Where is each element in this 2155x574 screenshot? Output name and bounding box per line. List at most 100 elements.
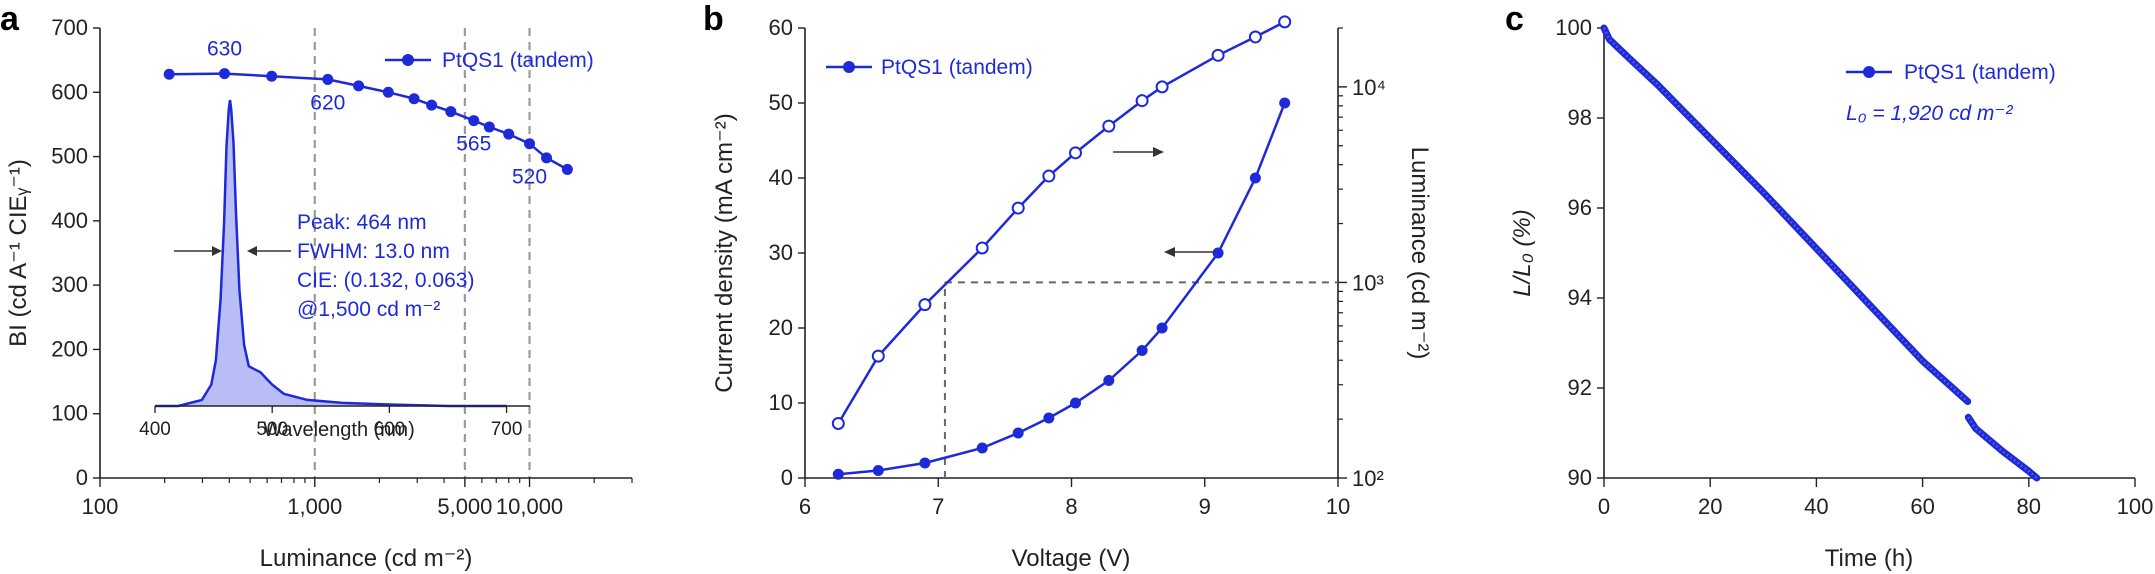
c-y-tick-label: 96 <box>1568 195 1592 220</box>
c-x-ticks: 0 20 40 60 80 100 <box>1598 478 2153 519</box>
a-annotation-label: 520 <box>512 166 547 189</box>
c-y-tick-label: 98 <box>1568 105 1592 130</box>
a-y-tick-label: 700 <box>51 15 88 40</box>
a-data-point <box>219 68 231 80</box>
c-decay-band <box>1964 413 2041 482</box>
a-legend: PtQS1 (tandem) <box>385 49 594 72</box>
a-x-tick-label: 5,000 <box>437 494 492 519</box>
b-x-tick-label: 6 <box>799 494 811 519</box>
b-current-density-point <box>1103 375 1115 386</box>
b-arrow-right-head <box>1153 147 1164 157</box>
a-data-point <box>426 99 438 111</box>
a-data-point <box>524 138 536 150</box>
a-y-ticks: 0 100 200 300 400 500 600 700 <box>51 15 100 490</box>
c-series <box>1600 24 2041 482</box>
a-data-point <box>445 106 457 118</box>
b-direction-arrows <box>1113 147 1215 257</box>
a-data-point <box>163 68 175 80</box>
b-arrow-left-head <box>1164 247 1175 257</box>
a-y-axis-label: BI (cd A⁻¹ CIEᵧ⁻¹) <box>5 159 32 347</box>
b-x-axis-label: Voltage (V) <box>1012 545 1131 572</box>
inset-spectrum-fill <box>155 100 507 406</box>
b-current-density-point <box>919 457 931 469</box>
c-y-tick-label: 100 <box>1555 15 1592 40</box>
inset-x-tick-label: 500 <box>256 419 288 440</box>
c-legend: PtQS1 (tandem) L₀ = 1,920 cd m⁻² <box>1846 61 2056 125</box>
a-data-point <box>561 163 573 175</box>
c-legend-note: L₀ = 1,920 cd m⁻² <box>1846 102 2013 125</box>
a-data-point <box>382 86 394 98</box>
b-current-density-point <box>1069 397 1081 409</box>
b-luminance-point <box>1278 15 1292 29</box>
a-data-point <box>483 121 495 133</box>
b-y-tick-label: 0 <box>781 465 793 490</box>
a-inset: 400 500 600 700 Wavelength (nm) Peak: 464 n… <box>139 99 530 441</box>
a-data-point <box>322 73 334 85</box>
b-luminance-points <box>831 15 1292 430</box>
panel-c: c 90 92 94 96 98 100 0 20 40 60 80 100 Time (h) L/… <box>1505 0 2153 572</box>
b-luminance-point <box>1248 30 1262 44</box>
inset-spectrum-line <box>155 99 507 408</box>
b-luminance-point <box>1068 146 1082 160</box>
b-luminance-point <box>831 416 845 430</box>
a-series-points <box>163 68 573 175</box>
b-y-tick-label: 20 <box>769 315 793 340</box>
inset-x-tick-label: 400 <box>139 419 171 440</box>
inset-x-tick-label: 700 <box>491 419 523 440</box>
panel-c-letter: c <box>1505 0 1524 38</box>
b-luminance-point <box>1135 94 1149 108</box>
a-annotation-label: 565 <box>456 133 491 156</box>
b-y2-tick-label: 10³ <box>1352 270 1384 295</box>
c-y-tick-label: 90 <box>1568 465 1592 490</box>
c-decay-texture <box>1602 27 1969 403</box>
a-x-axis-label: Luminance (cd m⁻²) <box>260 545 473 572</box>
c-y-tick-label: 94 <box>1568 285 1592 310</box>
c-x-tick-label: 100 <box>2117 494 2154 519</box>
b-y2-tick-label: 10² <box>1352 466 1384 491</box>
panel-a: a 0 100 200 300 400 500 600 700 100 1,000 5,000 10… <box>0 0 633 572</box>
panel-a-letter: a <box>0 0 20 38</box>
b-luminance-line <box>837 20 1286 425</box>
b-current-density-point <box>1212 247 1224 259</box>
b-current-density-point <box>1249 172 1261 184</box>
a-y-tick-label: 300 <box>51 272 88 297</box>
b-current-density-point <box>1136 345 1148 356</box>
b-left-y-axis-label: Current density (mA cm⁻²) <box>711 113 738 392</box>
a-annotation-label: 620 <box>310 91 345 114</box>
a-legend-label: PtQS1 (tandem) <box>442 49 594 72</box>
b-current-density-point <box>976 442 988 454</box>
inset-x-tick-label: 600 <box>374 419 406 440</box>
a-y-tick-label: 500 <box>51 144 88 169</box>
a-data-point <box>541 152 553 164</box>
inset-fwhm-text: FWHM: 13.0 nm <box>297 240 450 263</box>
b-x-tick-label: 10 <box>1326 494 1350 519</box>
b-left-y-ticks: 0 10 20 30 40 50 60 <box>769 15 805 490</box>
a-legend-marker <box>402 54 414 66</box>
a-y-tick-label: 400 <box>51 208 88 233</box>
b-current-density-point <box>1156 322 1168 334</box>
a-y-tick-label: 0 <box>76 465 88 490</box>
fwhm-left-arrowhead <box>212 246 222 256</box>
b-legend-label: PtQS1 (tandem) <box>881 56 1033 79</box>
c-x-tick-label: 80 <box>2017 494 2041 519</box>
inset-x-axis-label: Wavelength (nm) <box>263 419 415 441</box>
a-x-tick-label: 1,000 <box>287 494 342 519</box>
b-y-tick-label: 10 <box>769 390 793 415</box>
b-luminance-point <box>1102 119 1116 133</box>
c-x-tick-label: 40 <box>1804 494 1828 519</box>
inset-luminance-text: @1,500 cd m⁻² <box>297 298 440 321</box>
b-y-tick-label: 40 <box>769 165 793 190</box>
a-y-tick-label: 200 <box>51 336 88 361</box>
b-luminance-point <box>975 241 989 255</box>
a-y-tick-label: 600 <box>51 79 88 104</box>
b-guide-lines <box>943 281 1338 478</box>
c-x-tick-label: 0 <box>1598 494 1610 519</box>
b-luminance-point <box>871 349 885 363</box>
c-legend-marker <box>1863 66 1875 78</box>
b-luminance-point <box>1011 201 1025 215</box>
b-luminance-point <box>918 298 932 312</box>
panel-b-letter: b <box>703 0 724 38</box>
b-right-y-ticks: 10² 10³ 10⁴ <box>1338 27 1386 491</box>
b-current-density-point <box>1279 97 1291 109</box>
